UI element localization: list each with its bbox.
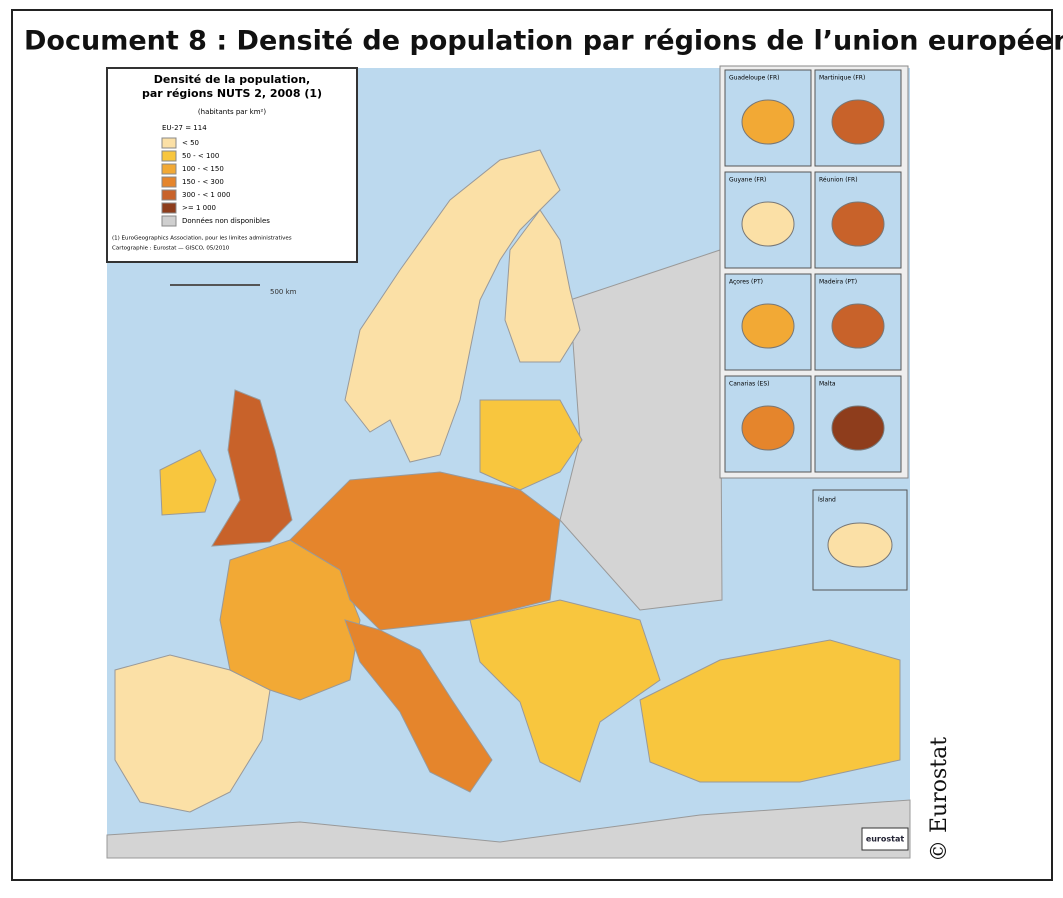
legend-swatch <box>161 176 177 188</box>
uk <box>211 389 293 547</box>
italy <box>344 619 493 793</box>
scandinavia <box>344 149 561 463</box>
iberia <box>114 654 271 813</box>
inset-region <box>831 405 885 451</box>
legend-label: Données non disponibles <box>182 217 270 225</box>
balkans <box>469 599 661 783</box>
legend-swatch <box>161 150 177 162</box>
legend-label: >= 1 000 <box>182 204 216 212</box>
legend-source: Cartographie : Eurostat — GISCO, 05/2010 <box>112 246 230 252</box>
inset-region <box>741 303 795 349</box>
inset-label: Martinique (FR) <box>819 75 865 82</box>
legend-swatch <box>161 163 177 175</box>
baltic <box>479 399 583 491</box>
insets: Guadeloupe (FR) Martinique (FR) Guyane (FR… <box>719 65 909 479</box>
inset-region <box>827 522 893 568</box>
legend-swatch <box>161 215 177 227</box>
finland <box>504 209 581 363</box>
legend-box <box>106 67 358 263</box>
inset-region <box>831 303 885 349</box>
legend-unit: (habitants par km²) <box>198 108 266 116</box>
inset-label: Açores (PT) <box>729 279 763 286</box>
legend-label: 150 - < 300 <box>182 178 224 186</box>
legend-reference: EU-27 = 114 <box>162 124 207 132</box>
inset-label: Guadeloupe (FR) <box>729 75 779 82</box>
legend: Densité de la population,par régions NUT… <box>106 67 358 263</box>
inset-region <box>741 99 795 145</box>
inset-label: Madeira (PT) <box>819 279 857 286</box>
inset-label: Réunion (FR) <box>819 177 858 184</box>
logo-box <box>861 827 909 851</box>
legend-swatch <box>161 137 177 149</box>
inset-label: Guyane (FR) <box>729 177 766 184</box>
scale-label: 500 km <box>270 288 297 296</box>
inset-label: Malta <box>819 381 836 388</box>
inset-region <box>831 201 885 247</box>
inset-region <box>741 405 795 451</box>
title: Document 8 : Densité de population par r… <box>24 26 1063 57</box>
ireland <box>159 449 217 516</box>
legend-title: Densité de la population, <box>154 73 310 86</box>
legend-source: (1) EuroGeographics Association, pour le… <box>112 236 292 242</box>
logo: eurostat <box>866 835 905 844</box>
central-europe <box>289 471 561 631</box>
legend-label: 300 - < 1 000 <box>182 191 230 199</box>
inset-region <box>741 201 795 247</box>
inset-frame <box>724 69 812 167</box>
legend-label: 50 - < 100 <box>182 152 219 160</box>
inset-label: Canarias (ES) <box>729 381 769 388</box>
legend-label: < 50 <box>182 139 199 147</box>
legend-title: par régions NUTS 2, 2008 (1) <box>142 87 322 100</box>
inset-region <box>831 99 885 145</box>
legend-swatch <box>161 202 177 214</box>
credit: © Eurostat <box>927 737 952 862</box>
legend-swatch <box>161 189 177 201</box>
inset-label: Ísland <box>818 497 836 504</box>
north-africa <box>106 799 911 859</box>
turkey <box>639 639 901 783</box>
legend-label: 100 - < 150 <box>182 165 224 173</box>
